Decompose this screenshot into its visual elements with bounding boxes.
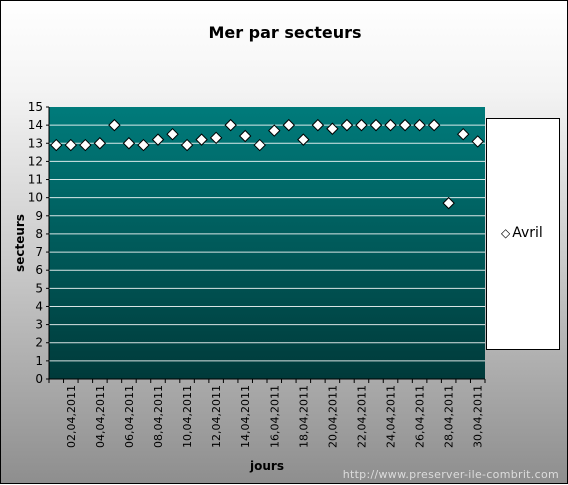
y-tick-label: 4 bbox=[35, 299, 43, 313]
data-point bbox=[384, 118, 397, 132]
plot-background bbox=[49, 107, 485, 379]
data-point bbox=[209, 131, 223, 145]
y-tick-label: 14 bbox=[28, 118, 43, 132]
x-tick-label: 16,04,2011 bbox=[268, 385, 281, 448]
data-point bbox=[50, 138, 63, 152]
y-tick-label: 15 bbox=[28, 100, 43, 114]
data-point bbox=[238, 129, 252, 143]
x-tick-label: 28,04,2011 bbox=[443, 385, 456, 448]
data-point bbox=[122, 137, 136, 150]
data-point bbox=[369, 118, 383, 132]
gridlines bbox=[49, 124, 485, 362]
x-tick-label: 26,04,2011 bbox=[414, 385, 427, 448]
x-tick-label: 04,04,2011 bbox=[94, 385, 107, 448]
data-point bbox=[151, 133, 165, 146]
data-point bbox=[326, 122, 339, 135]
x-tick-label: 08,04,2011 bbox=[152, 385, 165, 448]
x-tick-label: 18,04,2011 bbox=[297, 385, 310, 448]
x-tick-label: 02,04,2011 bbox=[65, 385, 78, 448]
x-tick-label: 10,04,2011 bbox=[181, 385, 194, 448]
y-tick-label: 1 bbox=[35, 354, 43, 368]
data-point bbox=[471, 135, 484, 148]
x-axis-label: jours bbox=[250, 459, 284, 473]
data-point bbox=[456, 127, 470, 141]
chart-title: Mer par secteurs bbox=[208, 23, 362, 42]
data-point bbox=[413, 118, 426, 132]
legend: ◇ Avril bbox=[486, 118, 560, 350]
data-point bbox=[355, 118, 368, 132]
data-points bbox=[50, 118, 484, 210]
data-point bbox=[64, 138, 78, 152]
diamond-marker-icon: ◇ bbox=[501, 226, 511, 240]
data-point bbox=[398, 118, 412, 132]
footer-url: http://www.preserver-ile-combrit.com bbox=[342, 468, 559, 481]
data-point bbox=[311, 118, 325, 132]
data-point bbox=[340, 118, 354, 132]
data-point bbox=[442, 196, 455, 210]
data-point bbox=[137, 138, 150, 152]
data-point bbox=[195, 133, 208, 146]
x-tick-label: 24,04,2011 bbox=[385, 385, 398, 448]
y-tick-label: 6 bbox=[35, 263, 43, 277]
y-tick-label: 10 bbox=[28, 191, 43, 205]
x-tick-label: 30,04,2011 bbox=[472, 385, 485, 448]
legend-entry: ◇ Avril bbox=[501, 225, 543, 241]
data-point bbox=[166, 127, 179, 141]
y-axis-label: secteurs bbox=[13, 214, 27, 272]
data-point bbox=[427, 118, 441, 132]
y-tick-label: 12 bbox=[28, 154, 43, 168]
y-tick-label: 2 bbox=[35, 336, 43, 350]
x-tick-label: 14,04,2011 bbox=[239, 385, 252, 448]
data-point bbox=[79, 138, 92, 152]
y-tick-label: 5 bbox=[35, 281, 43, 295]
data-point bbox=[297, 133, 310, 146]
data-point bbox=[180, 138, 194, 152]
data-point bbox=[108, 118, 121, 132]
data-point bbox=[93, 137, 107, 150]
data-point bbox=[224, 118, 237, 132]
x-tick-labels: 02,04,2011 04,04,2011 06,04,2011 08,04,2011… bbox=[65, 385, 485, 448]
y-tick-label: 9 bbox=[35, 209, 43, 223]
axes bbox=[46, 106, 486, 383]
legend-series-name: Avril bbox=[512, 225, 543, 241]
x-tick-label: 06,04,2011 bbox=[123, 385, 136, 448]
data-point bbox=[268, 124, 281, 137]
y-tick-label: 0 bbox=[35, 372, 43, 386]
y-tick-label: 8 bbox=[35, 227, 43, 241]
x-tick-label: 20,04,2011 bbox=[326, 385, 339, 448]
y-tick-label: 7 bbox=[35, 245, 43, 259]
data-point bbox=[282, 118, 296, 132]
y-tick-label: 13 bbox=[28, 136, 43, 150]
y-tick-label: 3 bbox=[35, 318, 43, 332]
y-tick-label: 11 bbox=[28, 173, 43, 187]
x-tick-label: 12,04,2011 bbox=[210, 385, 223, 448]
data-point bbox=[253, 138, 266, 152]
x-tick-label: 22,04,2011 bbox=[355, 385, 368, 448]
